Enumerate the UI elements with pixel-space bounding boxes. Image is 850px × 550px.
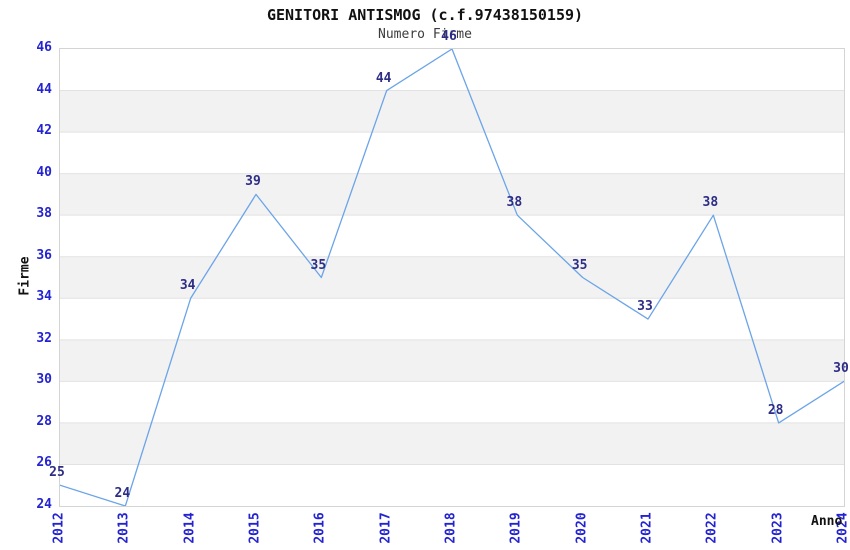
x-tick-label: 2014	[182, 512, 198, 544]
series-line	[60, 49, 844, 506]
y-tick-label: 30	[36, 372, 52, 388]
y-tick-label: 38	[36, 206, 52, 222]
x-tick-label: 2020	[574, 512, 590, 544]
plot-band	[60, 49, 844, 91]
y-tick-label: 46	[36, 40, 52, 55]
data-point-label: 35	[310, 257, 327, 273]
plot-band	[60, 339, 844, 382]
plot-band	[60, 464, 844, 506]
x-tick-label: 2023	[770, 512, 786, 544]
plot-band	[60, 422, 844, 465]
data-point-label: 39	[245, 174, 261, 190]
x-axis-title: Anno	[811, 514, 843, 529]
y-tick-label: 32	[36, 330, 52, 346]
x-tick-label: 2022	[704, 512, 720, 544]
plot-band	[60, 298, 844, 340]
x-tick-label: 2015	[247, 512, 263, 544]
x-tick-label: 2021	[639, 512, 655, 544]
x-tick-label: 2017	[378, 512, 394, 544]
plot-band	[60, 256, 844, 299]
data-point-label: 34	[179, 278, 196, 294]
data-point-label: 25	[49, 465, 65, 481]
data-point-label: 38	[506, 195, 523, 211]
data-point-label: 44	[375, 70, 392, 86]
x-tick-label: 2016	[312, 512, 328, 544]
data-point-label: 24	[114, 486, 131, 501]
y-tick-label: 36	[36, 247, 52, 263]
y-tick-label: 26	[36, 455, 52, 471]
y-tick-label: 28	[36, 413, 52, 429]
plot-band	[60, 90, 844, 133]
data-point-label: 35	[571, 257, 588, 273]
chart-title: GENITORI ANTISMOG (c.f.97438150159)	[266, 6, 584, 24]
x-tick-label: 2018	[443, 512, 459, 544]
plot-area	[59, 48, 845, 507]
x-tick-label: 2012	[51, 512, 67, 544]
x-tick-label: 2019	[508, 512, 524, 544]
plot-band	[60, 215, 844, 257]
chart-subtitle: Numero Firme	[378, 27, 472, 42]
data-point-label: 28	[767, 402, 784, 418]
y-tick-label: 34	[36, 289, 52, 305]
data-point-label: 38	[702, 195, 719, 211]
plot-band	[60, 132, 844, 174]
y-tick-label: 24	[36, 497, 52, 512]
y-tick-label: 44	[36, 81, 52, 97]
plot-band	[60, 381, 844, 423]
data-point-label: 46	[441, 29, 457, 44]
data-point-label: 30	[833, 361, 849, 377]
x-tick-label: 2013	[116, 512, 132, 544]
data-point-label: 33	[637, 299, 653, 315]
line-series-svg	[60, 49, 844, 506]
y-tick-label: 42	[36, 123, 52, 139]
plot-band	[60, 173, 844, 216]
y-tick-label: 40	[36, 164, 52, 180]
